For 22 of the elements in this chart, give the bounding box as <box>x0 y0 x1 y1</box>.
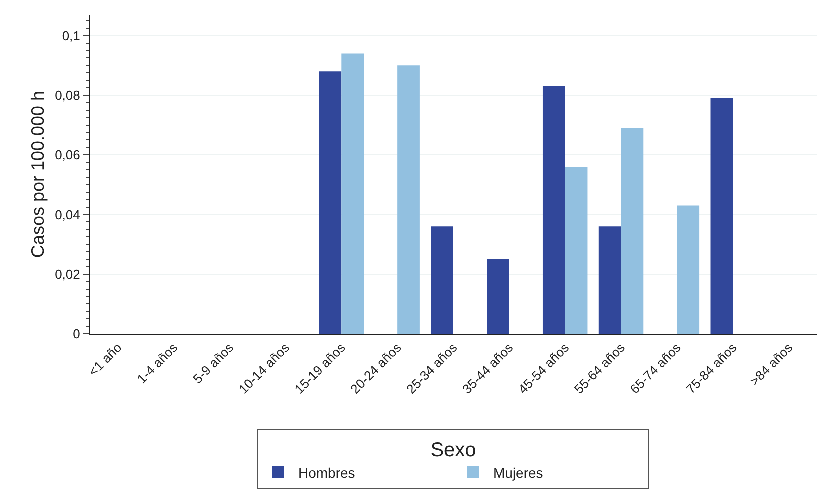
y-tick-label: 0,08 <box>55 88 80 104</box>
y-tick-label: 0,1 <box>62 28 80 44</box>
legend-label: Mujeres <box>494 464 544 481</box>
bar <box>565 167 588 334</box>
y-tick-label: 0 <box>73 326 80 342</box>
bar <box>319 72 342 334</box>
y-tick-label: 0,02 <box>55 266 80 282</box>
legend-title: Sexo <box>430 440 476 462</box>
bar <box>621 128 644 334</box>
y-axis-title: Casos por 100.000 h <box>28 90 48 258</box>
bar <box>710 98 734 334</box>
bar <box>677 206 700 334</box>
y-tick-label: 0,06 <box>55 148 80 163</box>
y-tick-label: 0,04 <box>55 207 80 222</box>
legend-label: Hombres <box>298 464 356 481</box>
bar <box>598 226 622 334</box>
bar <box>431 226 454 334</box>
bar <box>342 54 364 334</box>
x-tick-label: <1 año <box>86 340 125 380</box>
bar <box>542 86 566 334</box>
bar <box>398 66 420 334</box>
bar <box>487 259 510 334</box>
